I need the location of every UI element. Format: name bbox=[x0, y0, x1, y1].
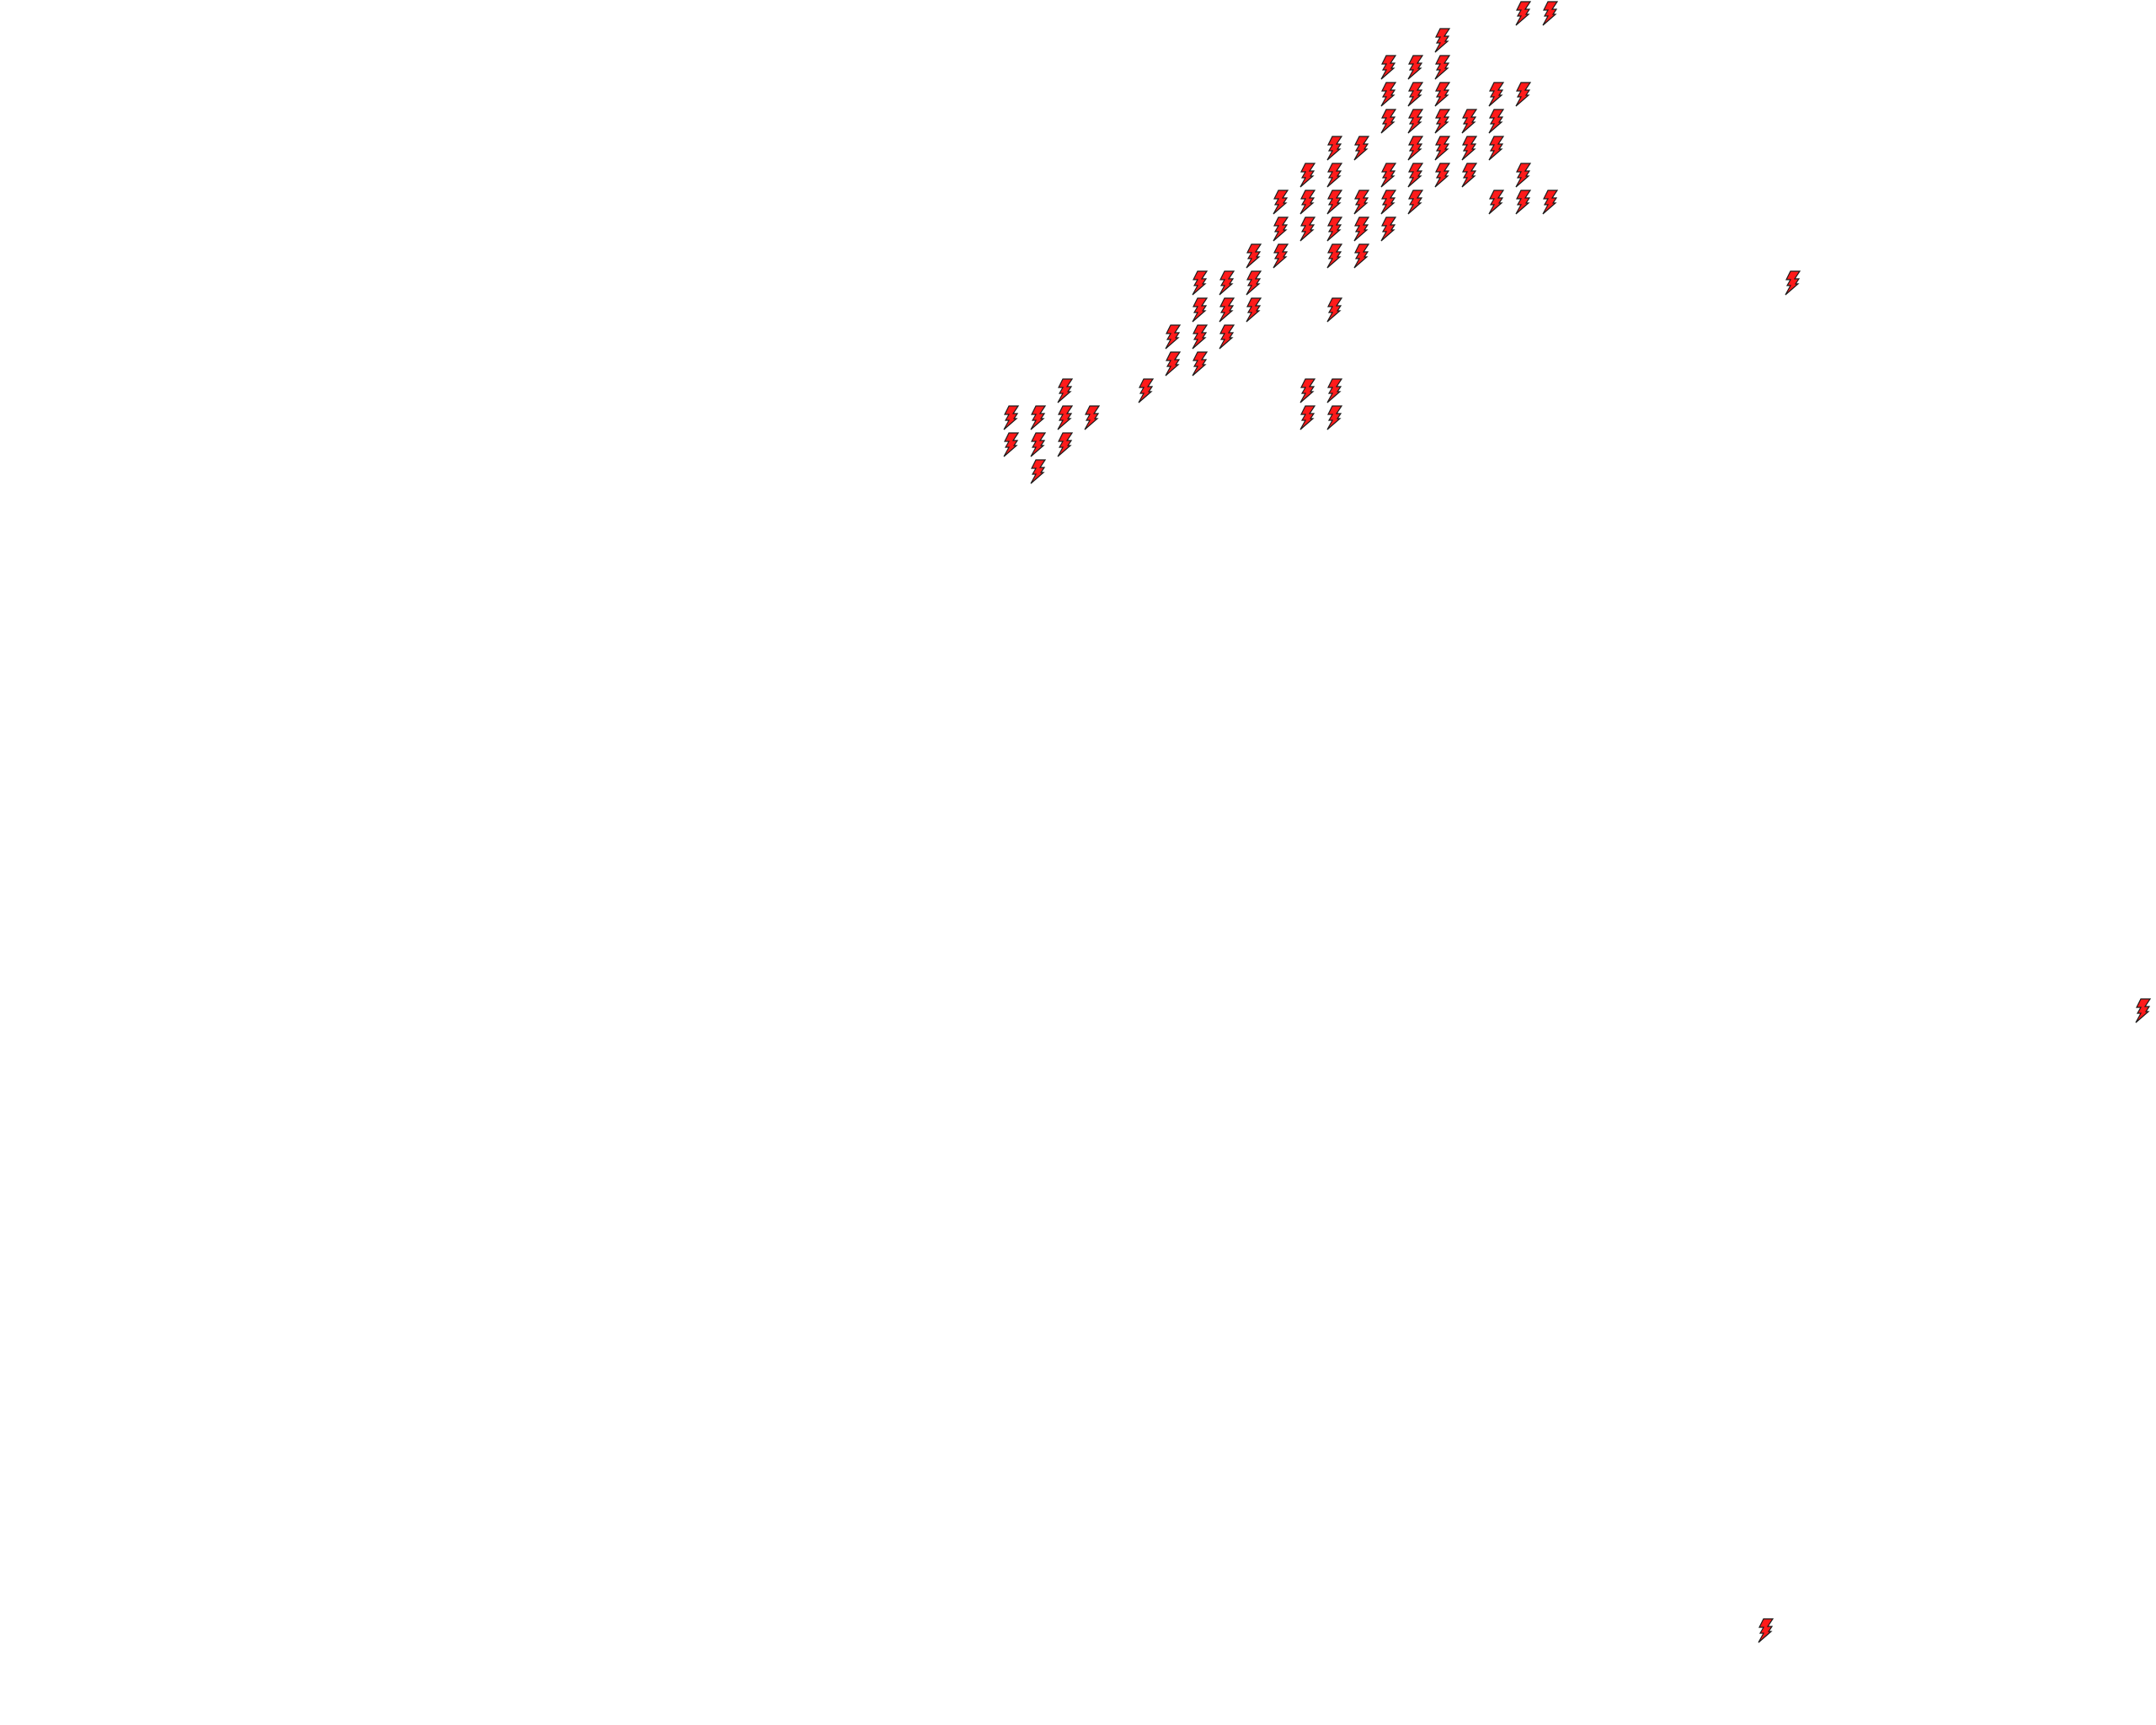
lightning-bolt-icon[interactable] bbox=[1433, 55, 1451, 80]
lightning-bolt-icon[interactable] bbox=[1082, 405, 1101, 430]
lightning-bolt-icon[interactable] bbox=[1190, 270, 1209, 296]
lightning-bolt-icon[interactable] bbox=[1001, 432, 1020, 457]
lightning-bolt-icon[interactable] bbox=[1271, 216, 1289, 242]
lightning-bolt-icon[interactable] bbox=[1136, 378, 1155, 403]
lightning-bolt-icon[interactable] bbox=[1325, 190, 1343, 215]
lightning-bolt-icon[interactable] bbox=[1352, 190, 1370, 215]
lightning-bolt-icon[interactable] bbox=[1379, 55, 1397, 80]
lightning-bolt-icon[interactable] bbox=[2133, 998, 2152, 1023]
lightning-bolt-icon[interactable] bbox=[1298, 405, 1316, 430]
lightning-bolt-icon[interactable] bbox=[1352, 243, 1370, 269]
lightning-bolt-icon[interactable] bbox=[1460, 136, 1478, 161]
lightning-bolt-icon[interactable] bbox=[1379, 163, 1397, 188]
lightning-bolt-icon[interactable] bbox=[1433, 109, 1451, 134]
lightning-bolt-icon[interactable] bbox=[1163, 351, 1182, 377]
lightning-bolt-icon[interactable] bbox=[1379, 216, 1397, 242]
lightning-bolt-icon[interactable] bbox=[1244, 270, 1262, 296]
lightning-bolt-icon[interactable] bbox=[1298, 163, 1316, 188]
lightning-bolt-icon[interactable] bbox=[1163, 324, 1182, 350]
lightning-bolt-icon[interactable] bbox=[1486, 109, 1505, 134]
lightning-bolt-icon[interactable] bbox=[1406, 82, 1424, 107]
lightning-bolt-icon[interactable] bbox=[1433, 163, 1451, 188]
lightning-bolt-icon[interactable] bbox=[1325, 378, 1343, 403]
lightning-bolt-icon[interactable] bbox=[1217, 270, 1235, 296]
lightning-bolt-icon[interactable] bbox=[1298, 190, 1316, 215]
lightning-bolt-icon[interactable] bbox=[1217, 297, 1235, 323]
lightning-bolt-icon[interactable] bbox=[1513, 163, 1532, 188]
lightning-bolt-icon[interactable] bbox=[1271, 190, 1289, 215]
lightning-bolt-icon[interactable] bbox=[1486, 82, 1505, 107]
lightning-bolt-icon[interactable] bbox=[1460, 163, 1478, 188]
lightning-bolt-icon[interactable] bbox=[1406, 163, 1424, 188]
lightning-bolt-icon[interactable] bbox=[1379, 82, 1397, 107]
lightning-bolt-icon[interactable] bbox=[1325, 243, 1343, 269]
lightning-bolt-icon[interactable] bbox=[1271, 243, 1289, 269]
lightning-bolt-icon[interactable] bbox=[1513, 1, 1532, 26]
lightning-bolt-icon[interactable] bbox=[1028, 459, 1047, 484]
lightning-bolt-icon[interactable] bbox=[1190, 351, 1209, 377]
lightning-bolt-icon[interactable] bbox=[1756, 1618, 1774, 1643]
lightning-bolt-icon[interactable] bbox=[1298, 378, 1316, 403]
lightning-bolt-icon[interactable] bbox=[1783, 270, 1801, 296]
lightning-bolt-icon[interactable] bbox=[1433, 136, 1451, 161]
lightning-bolt-icon[interactable] bbox=[1325, 216, 1343, 242]
lightning-bolt-icon[interactable] bbox=[1406, 55, 1424, 80]
lightning-bolt-icon[interactable] bbox=[1406, 109, 1424, 134]
lightning-bolt-icon[interactable] bbox=[1433, 82, 1451, 107]
lightning-bolt-icon[interactable] bbox=[1486, 190, 1505, 215]
lightning-bolt-icon[interactable] bbox=[1406, 190, 1424, 215]
lightning-bolt-icon[interactable] bbox=[1244, 243, 1262, 269]
lightning-bolt-icon[interactable] bbox=[1298, 216, 1316, 242]
lightning-bolt-icon[interactable] bbox=[1055, 378, 1074, 403]
lightning-bolt-icon[interactable] bbox=[1001, 405, 1020, 430]
lightning-bolt-icon[interactable] bbox=[1513, 82, 1532, 107]
lightning-bolt-icon[interactable] bbox=[1460, 109, 1478, 134]
lightning-bolt-icon[interactable] bbox=[1055, 432, 1074, 457]
lightning-bolt-icon[interactable] bbox=[1244, 297, 1262, 323]
lightning-bolt-icon[interactable] bbox=[1190, 297, 1209, 323]
lightning-bolt-icon[interactable] bbox=[1325, 405, 1343, 430]
lightning-bolt-icon[interactable] bbox=[1486, 136, 1505, 161]
lightning-bolt-icon[interactable] bbox=[1217, 324, 1235, 350]
lightning-bolt-icon[interactable] bbox=[1540, 1, 1559, 26]
lightning-bolt-icon[interactable] bbox=[1325, 163, 1343, 188]
lightning-bolt-icon[interactable] bbox=[1028, 432, 1047, 457]
lightning-bolt-icon[interactable] bbox=[1028, 405, 1047, 430]
lightning-bolt-icon[interactable] bbox=[1325, 297, 1343, 323]
lightning-bolt-icon[interactable] bbox=[1352, 216, 1370, 242]
lightning-bolt-icon[interactable] bbox=[1513, 190, 1532, 215]
lightning-bolt-icon[interactable] bbox=[1540, 190, 1559, 215]
lightning-bolt-icon[interactable] bbox=[1379, 109, 1397, 134]
lightning-bolt-icon[interactable] bbox=[1325, 136, 1343, 161]
lightning-bolt-icon[interactable] bbox=[1190, 324, 1209, 350]
lightning-bolt-icon[interactable] bbox=[1352, 136, 1370, 161]
lightning-bolt-icon[interactable] bbox=[1433, 28, 1451, 53]
lightning-bolt-icon[interactable] bbox=[1055, 405, 1074, 430]
lightning-bolt-icon[interactable] bbox=[1379, 190, 1397, 215]
lightning-bolt-icon[interactable] bbox=[1406, 136, 1424, 161]
